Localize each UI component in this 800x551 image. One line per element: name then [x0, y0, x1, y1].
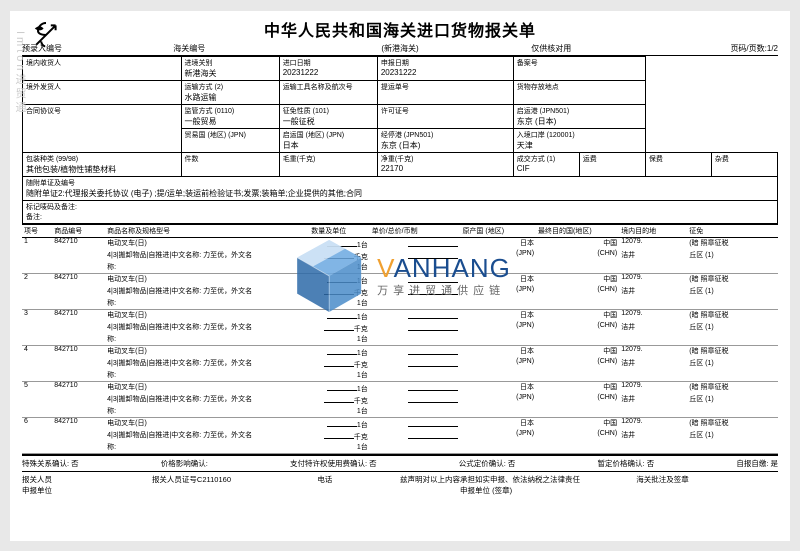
import-date-value: 20231222: [283, 68, 374, 77]
depart-port-value: 东京 (日本): [517, 116, 642, 127]
pkg-type-label: 包装种类 (99/98): [26, 156, 78, 163]
page-no: 页码/页数:1/2: [627, 43, 778, 54]
check-only: 仅供核对用: [476, 43, 627, 54]
royalty-confirm: 支付特许权使用费确认: 否: [290, 458, 377, 469]
item-row: 称:1台: [22, 334, 778, 346]
special-confirm: 特殊关系确认: 否: [22, 458, 79, 469]
items-table: 项号 商品编号 商品名称及规格型号 数量及单位 单价/总价/币制 原产国 (地区…: [22, 224, 778, 454]
price-inf-confirm: 价格影响确认:: [161, 458, 208, 469]
contract-label: 合同协议号: [26, 108, 61, 115]
vessel-label: 运输工具名称及航次号: [283, 84, 353, 91]
deal-value: CIF: [517, 164, 576, 173]
license-label: 许可证号: [381, 108, 409, 115]
insurance-label: 保费: [649, 156, 663, 163]
declaration-block: 报关人员 申报单位 报关人员证号C2110160 电话 兹声明对以上内容承担如实…: [22, 471, 778, 496]
remark-label: 备注:: [26, 214, 42, 221]
trade-country-label: 贸易国 (地区) (JPN): [185, 132, 246, 139]
supervision-label: 监管方式 (0110): [185, 108, 235, 115]
top-meta-line: 预录入编号 海关编号 (新港海关) 仅供核对用 页码/页数:1/2: [22, 43, 778, 56]
self-decl-confirm: 自报自缴: 是: [736, 458, 778, 469]
decl-unit-label: 申报单位: [22, 486, 52, 495]
item-row: 称:1台: [22, 262, 778, 274]
item-row: 1842710电动叉车(日)1台日本中国12079.(暗 照章征税: [22, 237, 778, 250]
gross-label: 毛重(千克): [283, 156, 316, 163]
unit-stamp: 申报单位 (签章): [460, 486, 512, 495]
entry-cust-label: 入境口岸 (120001): [517, 132, 575, 139]
confirmation-row: 特殊关系确认: 否 价格影响确认: 支付特许权使用费确认: 否 公式定价确认: …: [22, 455, 778, 471]
col-dest: 境内目的地: [619, 224, 687, 237]
declarant-label: 报关人员: [22, 475, 52, 484]
supervision-value: 一般贸易: [185, 116, 276, 127]
storage-label: 货物存放地点: [517, 84, 559, 91]
record-no-label: 备案号: [517, 60, 538, 67]
customs-declaration-page: Imton进贸通 中华人民共和国海关进口货物报关单 预录入编号 海关编号 (新港…: [10, 11, 790, 541]
provisional-confirm: 暂定价格确认: 否: [598, 458, 655, 469]
misc-label: 杂费: [715, 156, 729, 163]
bill-no-label: 提运单号: [381, 84, 409, 91]
col-no: 项号: [22, 224, 52, 237]
item-row: 4|3|搬卸物品|自推进|中文名称: 力至优，外文名千克(JPN)(CHN)洁井…: [22, 250, 778, 262]
item-row: 称:1台: [22, 370, 778, 382]
item-row: 3842710电动叉车(日)1台日本中国12079.(暗 照章征税: [22, 309, 778, 322]
item-row: 2842710电动叉车(日)1台日本中国12079.(暗 照章征税: [22, 273, 778, 286]
col-origin: 原产国 (地区): [460, 224, 536, 237]
entry-port-value: 新港海关: [185, 68, 276, 79]
deal-label: 成交方式 (1): [517, 156, 556, 163]
transport-label: 运输方式 (2): [185, 84, 224, 91]
col-code: 商品编号: [52, 224, 105, 237]
net-value: 22170: [381, 164, 510, 173]
col-price: 单价/总价/币制: [370, 224, 461, 237]
affirm-text: 兹声明对以上内容承担如实申报、依法纳税之法律责任: [400, 475, 580, 484]
net-label: 净重(千克): [381, 156, 414, 163]
decl-date-label: 申报日期: [381, 60, 409, 67]
freight-label: 运费: [583, 156, 597, 163]
item-row: 称:1台: [22, 406, 778, 418]
item-row: 4|3|搬卸物品|自推进|中文名称: 力至优，外文名千克(JPN)(CHN)洁井…: [22, 286, 778, 298]
col-final: 最终目的国(地区): [536, 224, 619, 237]
item-row: 6842710电动叉车(日)1台日本中国12079.(暗 照章征税: [22, 417, 778, 430]
consignor-out-label: 境外发货人: [26, 84, 61, 91]
col-exempt: 征免: [687, 224, 778, 237]
depart-port-label: 启运港 (JPN501): [517, 108, 570, 115]
mark-label: 标记唛码及备注:: [26, 204, 77, 211]
col-name: 商品名称及规格型号: [105, 224, 309, 237]
item-row: 4|3|搬卸物品|自推进|中文名称: 力至优，外文名千克(JPN)(CHN)洁井…: [22, 430, 778, 442]
pkg-type-value: 其他包装/植物性铺垫材料: [26, 164, 178, 175]
item-row: 称:1台: [22, 298, 778, 310]
transit-label: 经停港 (JPN501): [381, 132, 434, 139]
entry-port-label: 进境关别: [185, 60, 213, 67]
attach-value: 随附单证2:代理报关委托协议 (电子) ;提/运单;装运前检验证书;发票;装箱单…: [26, 188, 774, 199]
customs-no: 海关编号: [173, 43, 324, 54]
customs-note-label: 海关批注及签章: [636, 475, 689, 484]
item-row: 4|3|搬卸物品|自推进|中文名称: 力至优，外文名千克(JPN)(CHN)洁井…: [22, 394, 778, 406]
item-row: 4842710电动叉车(日)1台日本中国12079.(暗 照章征税: [22, 345, 778, 358]
exemption-value: 一般征税: [283, 116, 374, 127]
phone-label: 电话: [317, 475, 332, 484]
import-date-label: 进口日期: [283, 60, 311, 67]
pieces-label: 件数: [185, 156, 199, 163]
depart-country-value: 日本: [283, 140, 374, 151]
attach-label: 随附单证及编号: [26, 180, 75, 187]
depart-country-label: 启运国 (地区) (JPN): [283, 132, 344, 139]
item-row: 5842710电动叉车(日)1台日本中国12079.(暗 照章征税: [22, 381, 778, 394]
item-row: 称:1台: [22, 442, 778, 454]
col-qty: 数量及单位: [309, 224, 369, 237]
consignee-in-label: 境内收货人: [26, 60, 61, 67]
port-name: (新港海关): [324, 43, 475, 54]
prerecord-no: 预录入编号: [22, 43, 173, 54]
item-row: 4|3|搬卸物品|自推进|中文名称: 力至优，外文名千克(JPN)(CHN)洁井…: [22, 358, 778, 370]
item-row: 4|3|搬卸物品|自推进|中文名称: 力至优，外文名千克(JPN)(CHN)洁井…: [22, 322, 778, 334]
exemption-label: 征免性质 (101): [283, 108, 329, 115]
decl-date-value: 20231222: [381, 68, 510, 77]
header-grid: 境内收货人 进境关别新港海关 进口日期20231222 申报日期20231222…: [22, 56, 778, 224]
document-title: 中华人民共和国海关进口货物报关单: [22, 17, 778, 41]
transport-value: 水路运输: [185, 92, 276, 103]
cert-label: 报关人员证号C2110160: [152, 475, 231, 484]
formula-confirm: 公式定价确认: 否: [459, 458, 516, 469]
entry-cust-value: 天津: [517, 140, 642, 151]
transit-value: 东京 (日本): [381, 140, 510, 151]
